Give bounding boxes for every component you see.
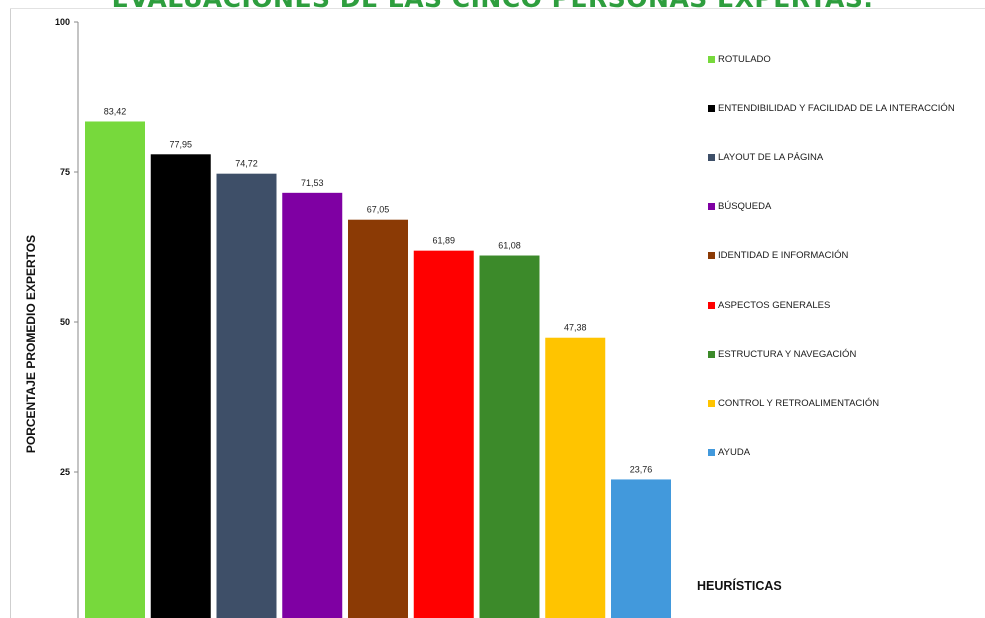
bar-6 bbox=[413, 250, 474, 618]
value-labels: 83,42 77,95 74,72 71,53 67,05 61,89 61,08 47,38… bbox=[104, 106, 653, 474]
chart-title: EVALUACIONES DE LAS CINCO PERSONAS EXPER… bbox=[0, 0, 985, 13]
legend-label: CONTROL Y RETROALIMENTACIÓN bbox=[718, 397, 880, 409]
legend-label: IDENTIDAD E INFORMACIÓN bbox=[718, 250, 849, 262]
bar-7 bbox=[479, 255, 540, 618]
bar-9 bbox=[611, 479, 671, 618]
legend-swatch bbox=[708, 301, 715, 309]
legend-item: AYUDA bbox=[708, 446, 750, 460]
legend-swatch bbox=[708, 55, 715, 63]
bar-3 bbox=[216, 173, 277, 618]
y-tick-label: 100 bbox=[55, 17, 70, 27]
legend-item: ENTENDIBILIDAD Y FACILIDAD DE LA INTERAC… bbox=[708, 101, 955, 115]
legend-item: IDENTIDAD E INFORMACIÓN bbox=[708, 249, 848, 263]
legend-item: ESTRUCTURA Y NAVEGACIÓN bbox=[708, 347, 856, 361]
legend-swatch bbox=[708, 104, 715, 112]
value-label-5: 67,05 bbox=[367, 205, 390, 215]
frame-border-top bbox=[10, 8, 985, 9]
bar-8 bbox=[545, 337, 606, 618]
bar-4 bbox=[282, 192, 343, 618]
legend-swatch bbox=[708, 449, 715, 457]
value-label-8: 47,38 bbox=[564, 323, 587, 333]
value-label-7: 61,08 bbox=[498, 241, 521, 251]
legend-swatch bbox=[708, 252, 715, 260]
y-tick-label: 25 bbox=[60, 467, 70, 477]
legend-label: BÚSQUEDA bbox=[718, 201, 772, 213]
legend-swatch bbox=[708, 203, 715, 211]
bar-1 bbox=[85, 121, 145, 618]
legend-label: ENTENDIBILIDAD Y FACILIDAD DE LA INTERAC… bbox=[718, 102, 955, 114]
y-axis-ticks: 0255075100 bbox=[55, 17, 78, 618]
value-label-2: 77,95 bbox=[169, 139, 192, 149]
legend-label: LAYOUT DE LA PÁGINA bbox=[718, 151, 824, 163]
bar-2 bbox=[150, 154, 211, 618]
value-label-1: 83,42 bbox=[104, 106, 127, 116]
value-label-9: 23,76 bbox=[630, 464, 653, 474]
legend-label: ASPECTOS GENERALES bbox=[718, 299, 831, 311]
bar-5 bbox=[348, 219, 408, 618]
legend-item: ROTULADO bbox=[708, 52, 771, 66]
legend-swatch bbox=[708, 153, 715, 161]
y-tick-label: 75 bbox=[60, 167, 70, 177]
legend-swatch bbox=[708, 399, 715, 407]
x-axis-label: HEURÍSTICAS bbox=[697, 579, 782, 593]
legend-label: ROTULADO bbox=[718, 53, 771, 65]
legend-item: LAYOUT DE LA PÁGINA bbox=[708, 150, 823, 164]
value-label-3: 74,72 bbox=[235, 159, 258, 169]
value-label-4: 71,53 bbox=[301, 178, 324, 188]
legend-label: AYUDA bbox=[718, 447, 751, 459]
bars bbox=[85, 121, 671, 618]
legend-swatch bbox=[708, 350, 715, 358]
legend-item: ASPECTOS GENERALES bbox=[708, 298, 830, 312]
legend-item: BÚSQUEDA bbox=[708, 200, 771, 214]
frame-border-left bbox=[10, 8, 11, 618]
y-tick-label: 50 bbox=[60, 317, 70, 327]
legend-item: CONTROL Y RETROALIMENTACIÓN bbox=[708, 396, 879, 410]
legend-label: ESTRUCTURA Y NAVEGACIÓN bbox=[718, 348, 857, 360]
value-label-6: 61,89 bbox=[432, 236, 455, 246]
